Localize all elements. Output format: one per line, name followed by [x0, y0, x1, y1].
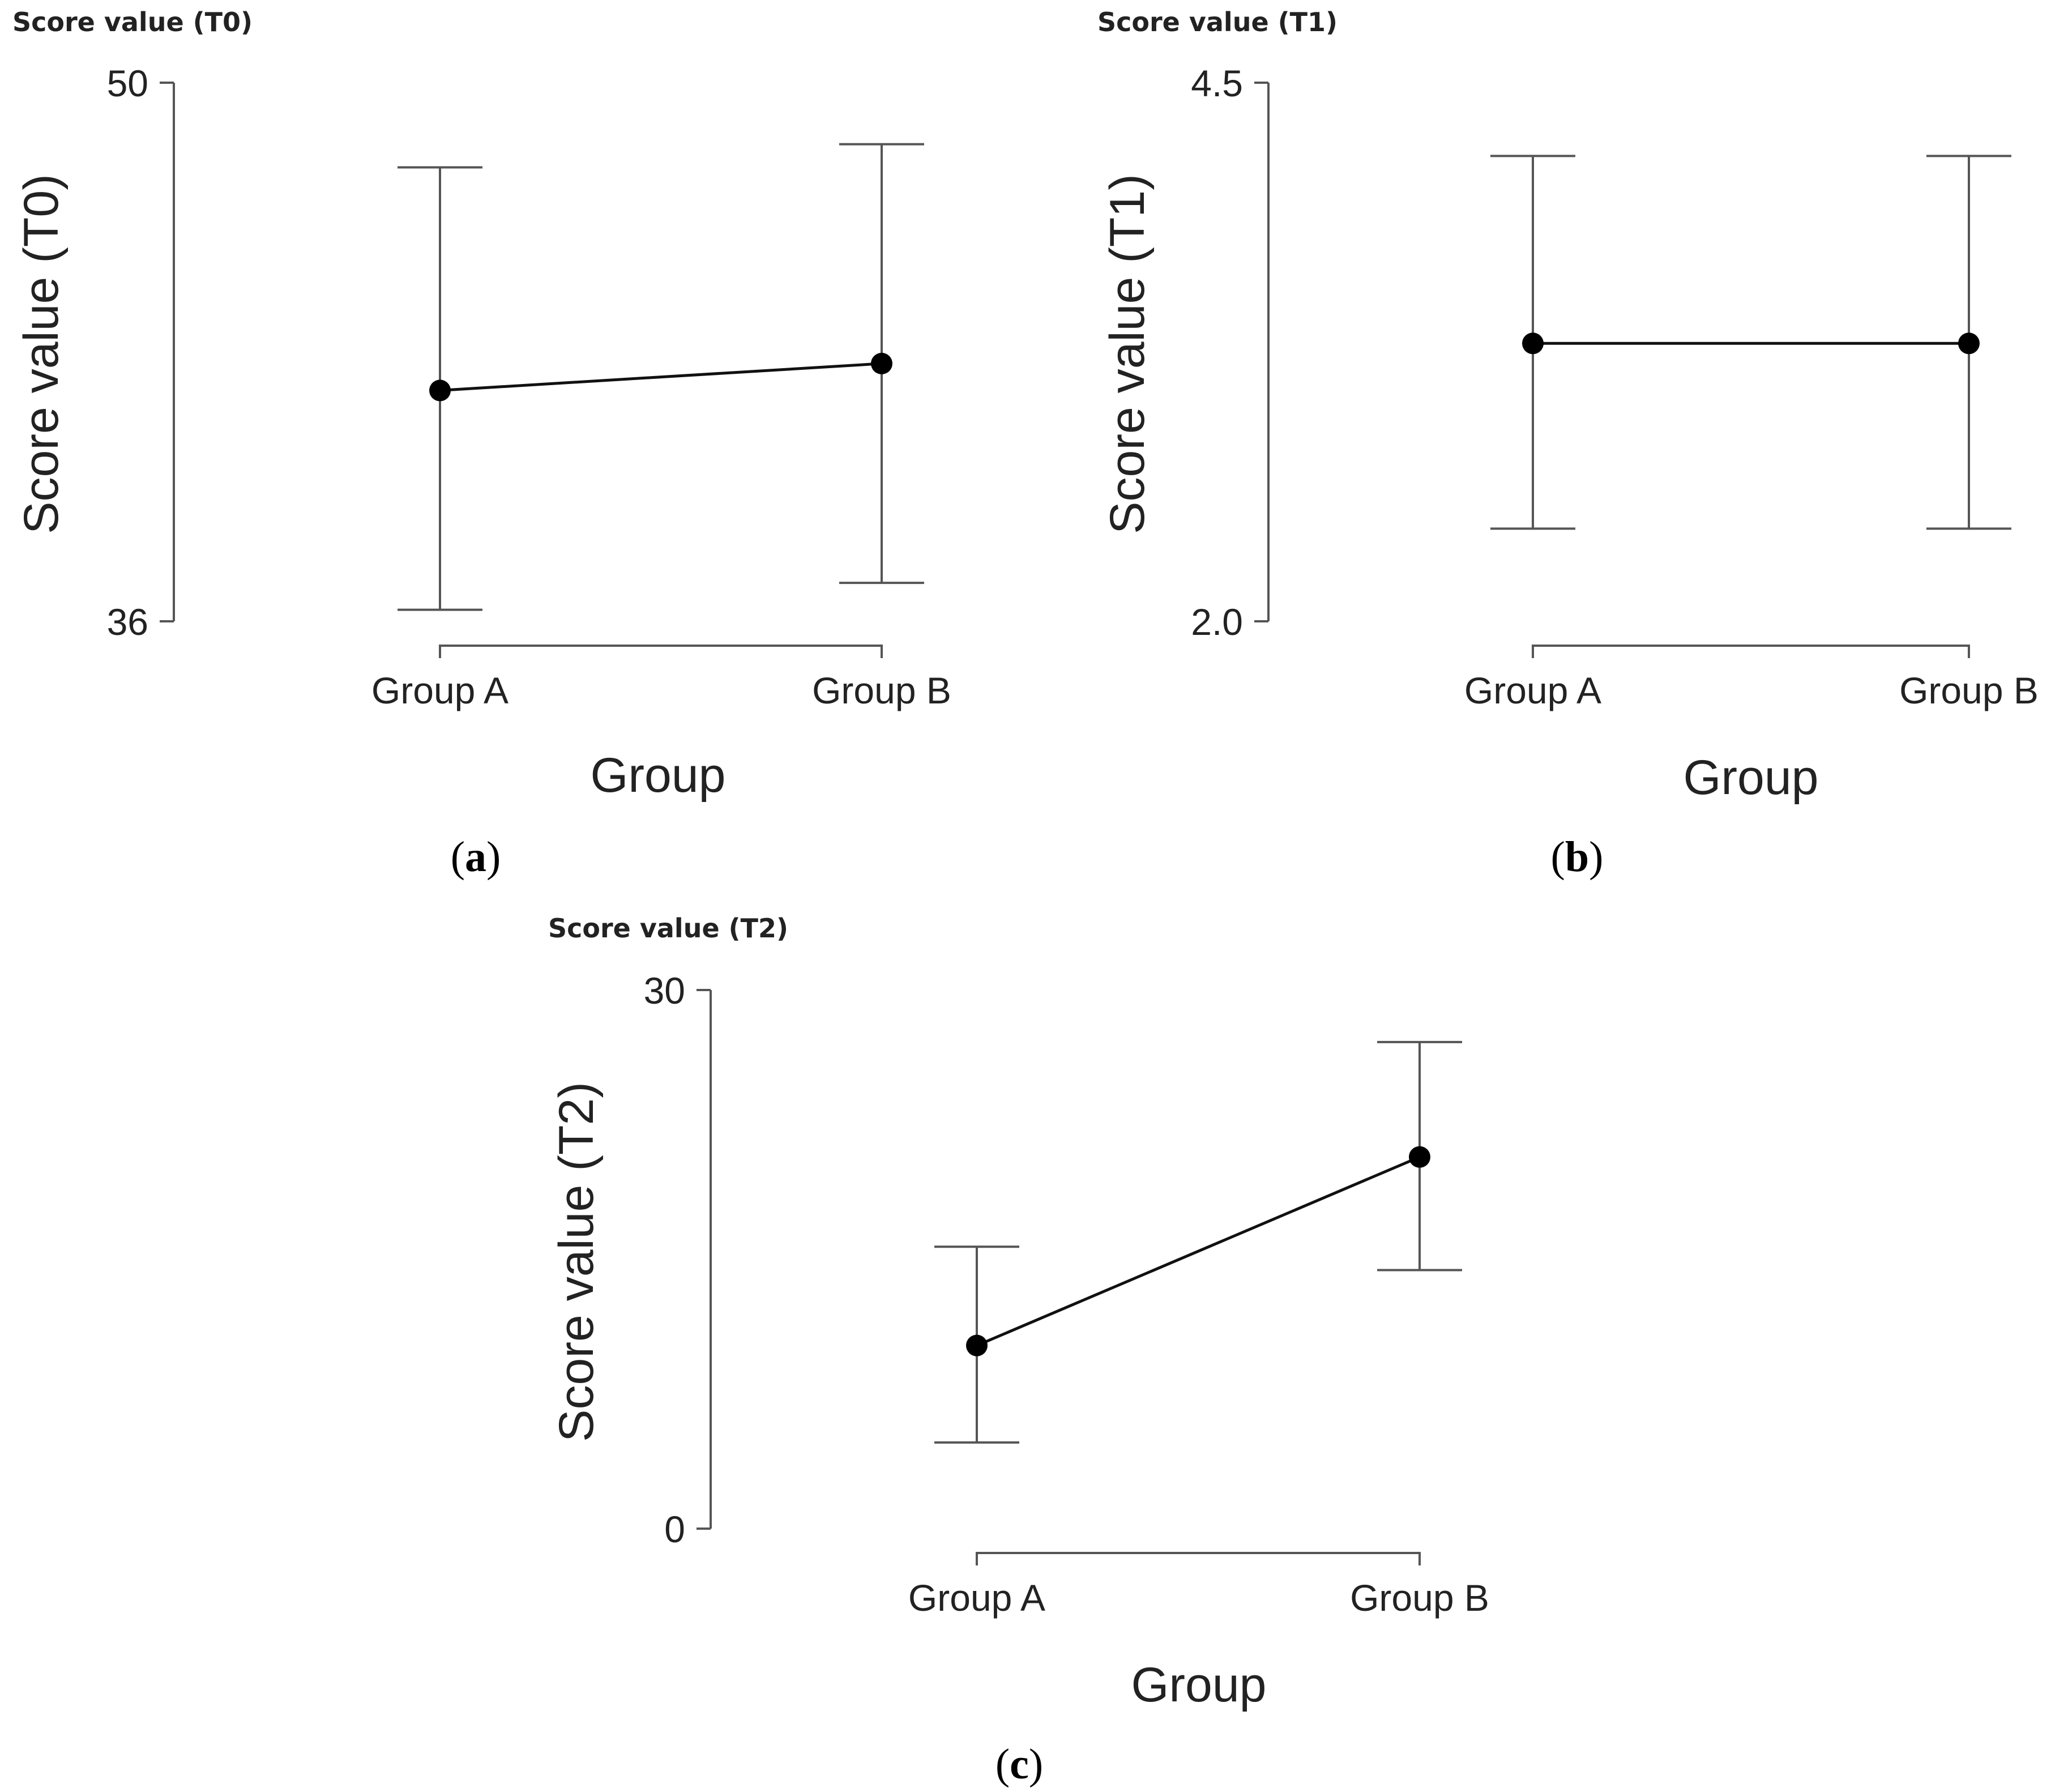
- panel-a-y-axis-label: Score value (T0): [14, 174, 69, 534]
- panel-c-title: Score value (T2): [548, 913, 788, 944]
- panel-b-data-point-0: [1522, 332, 1544, 355]
- panel-c-letter: (c): [995, 1740, 1043, 1788]
- panel-c-letter-text: c: [1010, 1740, 1029, 1788]
- panel-b-x-axis-line: [1532, 645, 1970, 658]
- panel-c-mean-line: [976, 1155, 1420, 1347]
- panel-c-x-tick-label-1: Group B: [1350, 1577, 1489, 1619]
- chart-panel-b: Score value (T1) Score value (T1) Group …: [1097, 7, 2039, 881]
- panel-a-letter-text: a: [465, 833, 486, 881]
- panel-b-x-axis-label: Group: [1683, 750, 1818, 805]
- chart-panel-c: Score value (T2) Score value (T2) Group …: [548, 913, 1489, 1788]
- panel-c-x-axis-line: [976, 1552, 1421, 1565]
- chart-panel-a: Score value (T0) Score value (T0) Group …: [12, 7, 951, 881]
- panel-b-x-tick-label-0: Group A: [1464, 669, 1601, 711]
- panel-a-x-axis-label: Group: [590, 748, 725, 803]
- panel-b-y-axis-label: Score value (T1): [1100, 174, 1155, 534]
- panel-b-y-tick-label-0: 2.0: [1191, 601, 1243, 643]
- panel-a-x-tick-label-0: Group A: [371, 669, 509, 711]
- panel-c-y-tick-label-1: 30: [644, 970, 685, 1012]
- panel-c-data-point-1: [1409, 1146, 1430, 1168]
- panel-a-y-tick-label-1: 50: [107, 62, 148, 104]
- panel-c-y-tick-label-0: 0: [664, 1508, 685, 1550]
- panel-b-title: Score value (T1): [1097, 7, 1338, 37]
- panel-a-x-tick-label-1: Group B: [812, 669, 951, 711]
- panel-a-letter: (a): [451, 833, 501, 881]
- panel-a-mean-line: [439, 362, 882, 392]
- panel-a-x-axis-line: [439, 645, 883, 658]
- panel-b-data-point-1: [1958, 332, 1980, 355]
- panel-c-data-point-0: [966, 1334, 988, 1356]
- panel-c-x-tick-label-0: Group A: [908, 1577, 1045, 1619]
- panel-b-x-tick-label-1: Group B: [1899, 669, 2039, 711]
- panel-b-letter-text: b: [1565, 833, 1589, 881]
- panel-a-title: Score value (T0): [12, 7, 253, 37]
- panel-c-y-axis-label: Score value (T2): [549, 1082, 604, 1442]
- panel-a-data-point-0: [429, 379, 451, 402]
- panel-a-y-tick-label-0: 36: [107, 601, 148, 643]
- panel-b-y-tick-label-1: 4.5: [1191, 62, 1243, 104]
- panel-b-letter: (b): [1551, 833, 1604, 881]
- panel-a-data-point-1: [871, 352, 892, 374]
- panel-c-x-axis-label: Group: [1131, 1658, 1266, 1712]
